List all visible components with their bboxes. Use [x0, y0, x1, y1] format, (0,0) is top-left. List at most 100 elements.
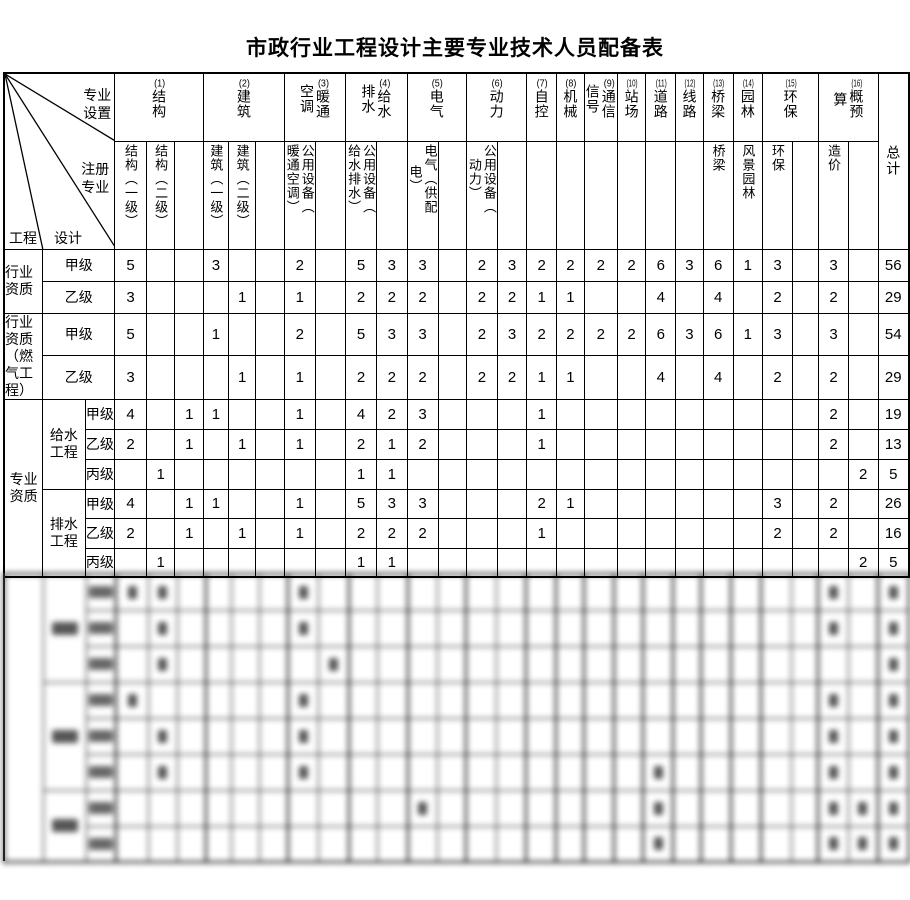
data-cell: 2 — [465, 280, 498, 314]
column-group-header: (13)桥梁 — [702, 72, 734, 142]
blurred-data-cell — [176, 717, 207, 755]
column-group-label: (2)建筑 — [236, 79, 252, 119]
registered-specialty-label: 结构（一级） — [123, 143, 138, 228]
table-left-border — [3, 573, 5, 861]
blurred-data-cell — [555, 573, 585, 611]
blurred-data-cell — [436, 753, 467, 791]
blurred-data-cell — [642, 717, 674, 755]
data-cell: 2 — [345, 354, 378, 400]
blurred-data-cell — [436, 645, 467, 683]
blurred-data-cell — [147, 681, 178, 719]
blurred-data-cell — [760, 717, 792, 755]
data-cell — [583, 280, 618, 314]
data-cell — [791, 248, 820, 282]
blurred-data-cell — [205, 609, 232, 647]
blurred-data-cell — [230, 681, 260, 719]
blurred-data-cell — [436, 609, 467, 647]
data-cell: 1 — [203, 398, 229, 430]
blurred-data-cell — [730, 681, 762, 719]
data-cell: 1 — [227, 517, 257, 549]
blurred-data-cell — [642, 609, 674, 647]
column-group-number: (14) — [742, 79, 754, 89]
blurred-data-cell — [348, 825, 378, 863]
sub-column-header — [847, 140, 879, 250]
data-cell — [496, 458, 528, 490]
blurred-data-cell — [613, 753, 644, 791]
registered-specialty-label: 桥梁 — [710, 143, 726, 172]
blurred-data-cell — [348, 573, 378, 611]
data-cell — [145, 248, 176, 282]
data-cell — [314, 517, 347, 549]
blurred-subgroup-label — [42, 789, 87, 863]
data-cell — [762, 547, 793, 578]
blurred-data-cell — [700, 645, 732, 683]
data-cell — [645, 428, 677, 460]
data-cell — [437, 398, 467, 430]
blurred-data-cell — [115, 609, 149, 647]
blurred-data-cell — [205, 825, 232, 863]
blurred-data-cell — [176, 825, 207, 863]
data-cell — [702, 428, 734, 460]
registered-specialty-label: 建筑（二级） — [234, 143, 250, 228]
data-cell — [437, 428, 467, 460]
data-cell: 6 — [702, 312, 734, 356]
data-cell: 3 — [376, 248, 408, 282]
data-cell: 5 — [114, 312, 147, 356]
blurred-data-cell — [700, 825, 732, 863]
blurred-data-cell — [817, 681, 849, 719]
blurred-data-cell — [790, 645, 819, 683]
data-cell — [255, 312, 285, 356]
column-group-name: 暖通 空调 — [298, 84, 331, 119]
grade-level-cell: 甲级 — [84, 398, 116, 430]
corner-diagonal-header: 专业 设置 注册 专业 设计 工程 — [3, 72, 116, 250]
blurred-data-cell — [436, 573, 467, 611]
blurred-data-cell — [147, 789, 178, 827]
smudge — [889, 765, 898, 779]
column-group-name: 通信 信号 — [584, 84, 617, 119]
blurred-data-cell — [817, 717, 849, 755]
data-cell — [732, 428, 764, 460]
blurred-row — [4, 609, 910, 647]
data-cell — [114, 458, 147, 490]
data-cell — [791, 280, 820, 314]
data-cell — [437, 280, 467, 314]
blurred-data-cell — [205, 573, 232, 611]
data-cell: 2 — [818, 280, 849, 314]
data-cell: 1 — [283, 280, 316, 314]
blurred-data-cell — [230, 573, 260, 611]
data-cell: 2 — [762, 280, 793, 314]
data-cell: 5 — [345, 248, 378, 282]
blurred-data-cell — [672, 609, 702, 647]
data-cell — [174, 248, 204, 282]
data-cell: 4 — [114, 488, 147, 519]
data-cell: 1 — [732, 248, 764, 282]
blurred-data-cell — [760, 681, 792, 719]
blurred-data-cell — [376, 789, 409, 827]
data-cell — [227, 547, 257, 578]
sub-column-header — [376, 140, 408, 250]
smudge — [828, 837, 838, 851]
sub-column-header: 结构（二级） — [145, 140, 176, 250]
blurred-data-cell — [147, 717, 178, 755]
blurred-data-cell — [376, 645, 409, 683]
data-cell — [583, 547, 618, 578]
sub-column-header: 公用设备（ 暖通空调） — [283, 140, 316, 250]
total-cell: 56 — [877, 248, 910, 282]
column-group-header: (6)动力 — [465, 72, 528, 142]
sub-column-header — [675, 140, 704, 250]
blurred-data-cell — [258, 573, 289, 611]
data-cell: 1 — [227, 280, 257, 314]
sub-column-header — [314, 140, 347, 250]
smudge — [88, 730, 113, 742]
blurred-data-cell — [790, 681, 819, 719]
column-group-number: (3) — [317, 79, 329, 89]
sub-column-header: 建筑（一级） — [203, 140, 229, 250]
blurred-data-cell — [176, 753, 207, 791]
column-group-header: (7)自控 — [526, 72, 558, 142]
blurred-data-cell — [525, 825, 557, 863]
data-cell: 3 — [818, 248, 849, 282]
data-cell: 2 — [526, 248, 558, 282]
smudge — [828, 585, 838, 599]
column-group-label: (10)站场 — [624, 79, 640, 119]
smudge — [88, 694, 113, 706]
